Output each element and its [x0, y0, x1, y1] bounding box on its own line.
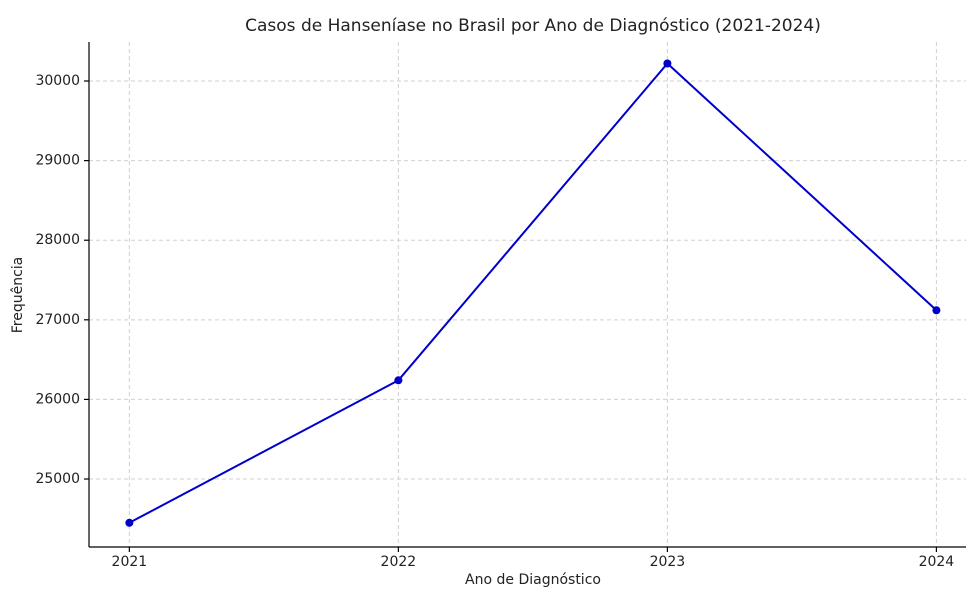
y-tick-label: 30000	[35, 73, 80, 89]
data-point	[932, 306, 941, 315]
x-tick-label: 2024	[919, 554, 955, 570]
y-tick-label: 28000	[35, 232, 80, 248]
x-axis-label: Ano de Diagnóstico	[465, 572, 601, 588]
data-point	[125, 518, 134, 527]
y-tick-label: 26000	[35, 391, 80, 407]
y-tick-label: 29000	[35, 153, 80, 169]
chart-title: Casos de Hanseníase no Brasil por Ano de…	[245, 16, 821, 36]
y-tick-label: 25000	[35, 471, 80, 487]
data-point	[663, 59, 672, 68]
x-tick-label: 2022	[381, 554, 417, 570]
x-tick-label: 2023	[650, 554, 686, 570]
x-tick-label: 2021	[112, 554, 148, 570]
series-line	[128, 62, 938, 524]
data-point	[394, 376, 403, 385]
y-axis-label: Frequência	[10, 257, 26, 334]
y-tick-label: 27000	[35, 312, 80, 328]
